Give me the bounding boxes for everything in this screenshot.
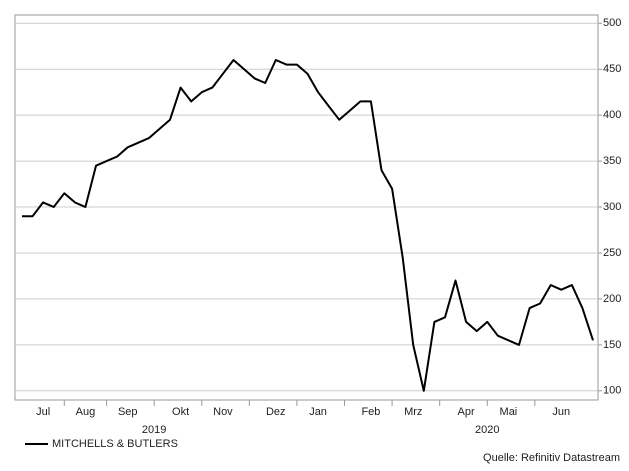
line — [22, 59, 594, 392]
y-tick-label: 150 — [603, 339, 621, 351]
x-tick-label: Nov — [213, 406, 233, 418]
legend-label: MITCHELLS & BUTLERS — [52, 438, 178, 450]
y-tick-label: 250 — [603, 247, 621, 259]
x-tick-label: Mai — [500, 406, 518, 418]
x-tick-label: Okt — [172, 406, 189, 418]
y-tick-label: 450 — [603, 63, 621, 75]
x-tick-label: Dez — [266, 406, 286, 418]
x-tick-label: Apr — [458, 406, 475, 418]
year-label: 2020 — [475, 424, 499, 436]
x-tick-label: Mrz — [404, 406, 422, 418]
x-tick-label: Aug — [76, 406, 96, 418]
x-tick-label: Sep — [118, 406, 138, 418]
y-tick-label: 500 — [603, 17, 621, 29]
y-tick-label: 200 — [603, 293, 621, 305]
source: Quelle: Refinitiv Datastream — [483, 452, 620, 464]
year-label: 2019 — [142, 424, 166, 436]
x-tick-label: Jan — [309, 406, 327, 418]
y-tick-label: 300 — [603, 201, 621, 213]
y-tick-label: 350 — [603, 155, 621, 167]
y-tick-label: 400 — [603, 109, 621, 121]
x-tick-label: Feb — [361, 406, 380, 418]
x-tick-label: Jul — [36, 406, 50, 418]
x-tick-label: Jun — [552, 406, 570, 418]
y-tick-label: 100 — [603, 385, 621, 397]
